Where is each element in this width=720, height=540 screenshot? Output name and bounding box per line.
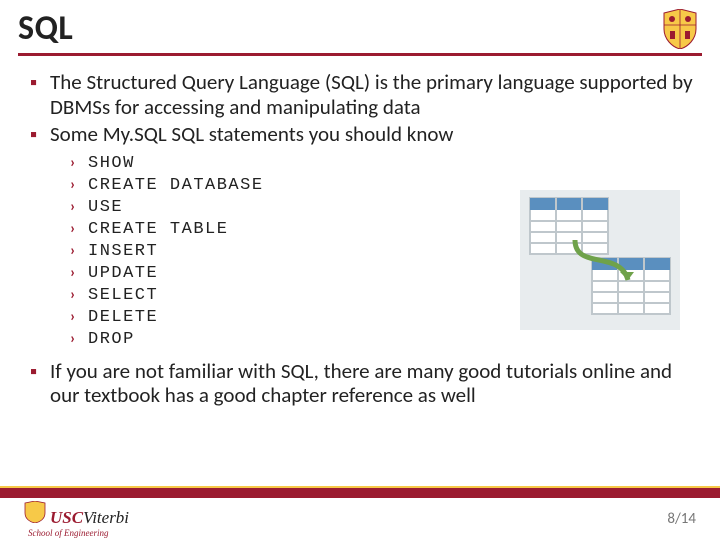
chevron-icon: › xyxy=(70,264,78,282)
code-text: SHOW xyxy=(88,154,135,173)
code-text: INSERT xyxy=(88,242,158,261)
chevron-icon: › xyxy=(70,308,78,326)
bullet-text: The Structured Query Language (SQL) is t… xyxy=(50,70,696,120)
page-number: 8/14 xyxy=(667,510,696,528)
chevron-icon: › xyxy=(70,198,78,216)
code-text: DELETE xyxy=(88,308,158,327)
list-item: › DROP xyxy=(70,330,696,349)
footer-red-bar xyxy=(0,488,720,498)
database-tables-icon xyxy=(520,190,680,330)
code-text: SELECT xyxy=(88,286,158,305)
slide: SQL ▪ The Structured Query Language (SQL… xyxy=(0,0,720,540)
bullet-text: If you are not familiar with SQL, there … xyxy=(50,359,696,409)
footer: USCViterbi School of Engineering 8/14 xyxy=(0,498,720,540)
bullet-marker: ▪ xyxy=(30,70,40,96)
logo-school: Viterbi xyxy=(83,508,129,527)
chevron-icon: › xyxy=(70,154,78,172)
logo-usc: USC xyxy=(50,508,83,527)
logo-subschool: School of Engineering xyxy=(28,528,129,538)
logo: USCViterbi School of Engineering xyxy=(24,501,129,538)
bullet-item: ▪ Some My.SQL SQL statements you should … xyxy=(30,122,696,148)
code-text: UPDATE xyxy=(88,264,158,283)
code-text: CREATE TABLE xyxy=(88,220,228,239)
chevron-icon: › xyxy=(70,330,78,348)
code-text: CREATE DATABASE xyxy=(88,176,264,195)
title-row: SQL xyxy=(0,0,720,49)
bullet-marker: ▪ xyxy=(30,122,40,148)
shield-icon xyxy=(662,9,698,49)
code-text: USE xyxy=(88,198,123,217)
list-item: › SHOW xyxy=(70,154,696,173)
code-text: DROP xyxy=(88,330,135,349)
bullet-marker: ▪ xyxy=(30,359,40,385)
bullet-item: ▪ If you are not familiar with SQL, ther… xyxy=(30,359,696,409)
chevron-icon: › xyxy=(70,220,78,238)
slide-title: SQL xyxy=(18,8,73,49)
bullet-text: Some My.SQL SQL statements you should kn… xyxy=(50,122,453,147)
chevron-icon: › xyxy=(70,242,78,260)
chevron-icon: › xyxy=(70,286,78,304)
usc-shield-icon xyxy=(24,501,46,523)
bullet-item: ▪ The Structured Query Language (SQL) is… xyxy=(30,70,696,120)
chevron-icon: › xyxy=(70,176,78,194)
